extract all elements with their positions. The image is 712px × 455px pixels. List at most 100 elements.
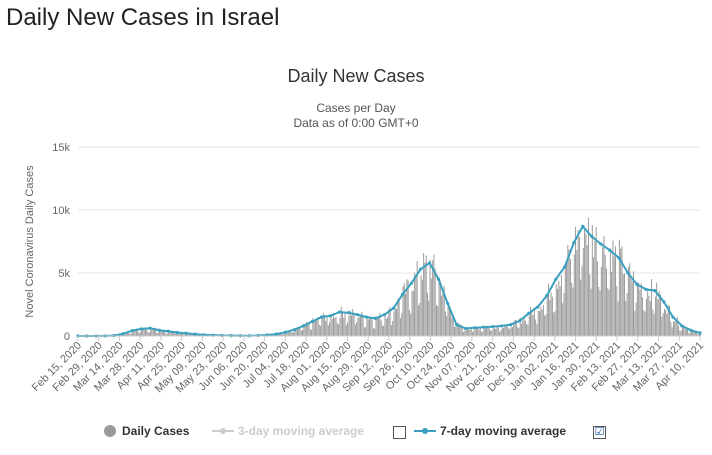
seven-day-average-point xyxy=(680,324,684,328)
seven-day-average-point xyxy=(427,261,432,265)
daily-case-bar xyxy=(383,326,385,336)
daily-case-bar xyxy=(278,333,280,336)
daily-case-bar xyxy=(388,309,390,336)
daily-case-bar xyxy=(533,307,535,336)
seven-day-average-point xyxy=(581,224,585,228)
daily-case-bar xyxy=(510,326,512,336)
daily-case-bar xyxy=(658,290,660,336)
daily-case-bar xyxy=(508,328,510,336)
daily-case-bar xyxy=(374,328,376,336)
daily-case-bar xyxy=(424,262,426,336)
daily-case-bar xyxy=(381,325,383,336)
legend-item-daily-cases[interactable]: Daily Cases xyxy=(104,424,189,438)
daily-case-bar xyxy=(389,306,391,336)
daily-case-bar xyxy=(527,324,529,336)
seven-day-average-point xyxy=(671,315,675,319)
seven-day-average-point xyxy=(464,326,468,331)
daily-case-bar xyxy=(472,331,474,336)
daily-case-bar xyxy=(403,283,405,336)
seven-day-average-point xyxy=(509,323,513,327)
daily-case-bar xyxy=(497,326,499,336)
seven-day-average-point xyxy=(626,271,630,275)
daily-case-bar xyxy=(605,268,607,336)
seven-day-average-point xyxy=(418,267,423,271)
daily-case-bar xyxy=(300,330,302,336)
daily-case-bar xyxy=(126,333,128,336)
daily-case-bar xyxy=(159,330,161,336)
daily-case-bar xyxy=(277,333,279,336)
daily-case-bar xyxy=(285,332,287,336)
daily-case-bar xyxy=(515,320,517,336)
daily-case-bar xyxy=(652,309,654,336)
daily-case-bar xyxy=(438,277,440,336)
daily-case-bar xyxy=(557,288,559,336)
daily-case-bar xyxy=(146,329,148,336)
legend-item-3-day-average[interactable]: 3-day moving average xyxy=(212,424,364,438)
daily-case-bar xyxy=(549,300,551,336)
daily-case-bar xyxy=(457,322,459,336)
daily-case-bar xyxy=(475,327,477,336)
daily-case-bar xyxy=(357,318,359,336)
toggle-7-day-average-checkbox[interactable]: ☑ xyxy=(593,426,606,439)
seven-day-average-point xyxy=(572,241,576,245)
daily-case-bar xyxy=(454,326,455,336)
daily-case-bar xyxy=(164,330,166,336)
toggle-3-day-average-checkbox[interactable] xyxy=(393,426,406,439)
daily-case-bar xyxy=(414,272,416,336)
daily-case-bar xyxy=(282,333,284,336)
daily-case-bar xyxy=(576,250,578,336)
daily-case-bar xyxy=(170,332,172,336)
daily-case-bar xyxy=(415,274,417,336)
daily-case-bar xyxy=(536,324,538,336)
daily-case-bar xyxy=(591,225,593,336)
daily-case-bar xyxy=(144,329,146,336)
daily-case-bar xyxy=(408,309,410,336)
legend-item-7-day-average[interactable]: 7-day moving average xyxy=(414,424,566,438)
daily-case-bar xyxy=(125,333,127,336)
daily-case-bar xyxy=(499,331,501,336)
legend-label-3-day-average: 3-day moving average xyxy=(238,424,365,438)
daily-case-bar xyxy=(329,322,331,336)
daily-case-bar xyxy=(463,332,465,336)
daily-case-bar xyxy=(560,274,562,336)
daily-case-bar xyxy=(660,294,662,336)
daily-case-bar xyxy=(290,330,292,336)
daily-case-bar xyxy=(121,334,123,336)
daily-case-bar xyxy=(495,328,497,336)
daily-case-bar xyxy=(343,317,345,336)
daily-case-bar xyxy=(688,332,690,336)
daily-case-bar xyxy=(666,313,668,336)
daily-case-bar xyxy=(615,246,616,336)
daily-case-bar xyxy=(550,292,552,336)
daily-case-bar xyxy=(157,332,159,336)
daily-case-bar xyxy=(662,313,664,336)
daily-case-bar xyxy=(436,305,437,336)
seven-day-average-point xyxy=(473,326,477,330)
daily-case-bar xyxy=(133,329,135,336)
daily-case-bar xyxy=(428,300,430,336)
daily-case-bar xyxy=(648,295,650,336)
daily-case-bar xyxy=(594,240,596,336)
daily-case-bar xyxy=(298,328,300,336)
daily-case-bar xyxy=(545,314,547,336)
daily-case-bar xyxy=(581,266,583,336)
daily-case-bar xyxy=(551,296,553,336)
daily-case-bar xyxy=(643,310,645,336)
daily-case-bar xyxy=(296,327,298,336)
daily-case-bar xyxy=(469,329,471,336)
daily-case-bar xyxy=(596,261,598,336)
daily-case-bar xyxy=(627,266,629,336)
daily-case-bar xyxy=(625,301,627,336)
daily-case-bar xyxy=(685,328,687,336)
daily-case-bar xyxy=(661,316,663,336)
daily-case-bar xyxy=(555,284,557,336)
seven-day-average-point xyxy=(590,234,594,239)
daily-case-bar xyxy=(626,292,628,336)
daily-case-bar xyxy=(299,327,301,336)
daily-case-bar xyxy=(575,226,577,336)
daily-case-bar xyxy=(542,304,544,336)
daily-case-bar xyxy=(617,301,619,336)
daily-case-bar xyxy=(577,229,579,336)
daily-case-bar xyxy=(191,333,193,336)
daily-case-bar xyxy=(332,312,334,336)
